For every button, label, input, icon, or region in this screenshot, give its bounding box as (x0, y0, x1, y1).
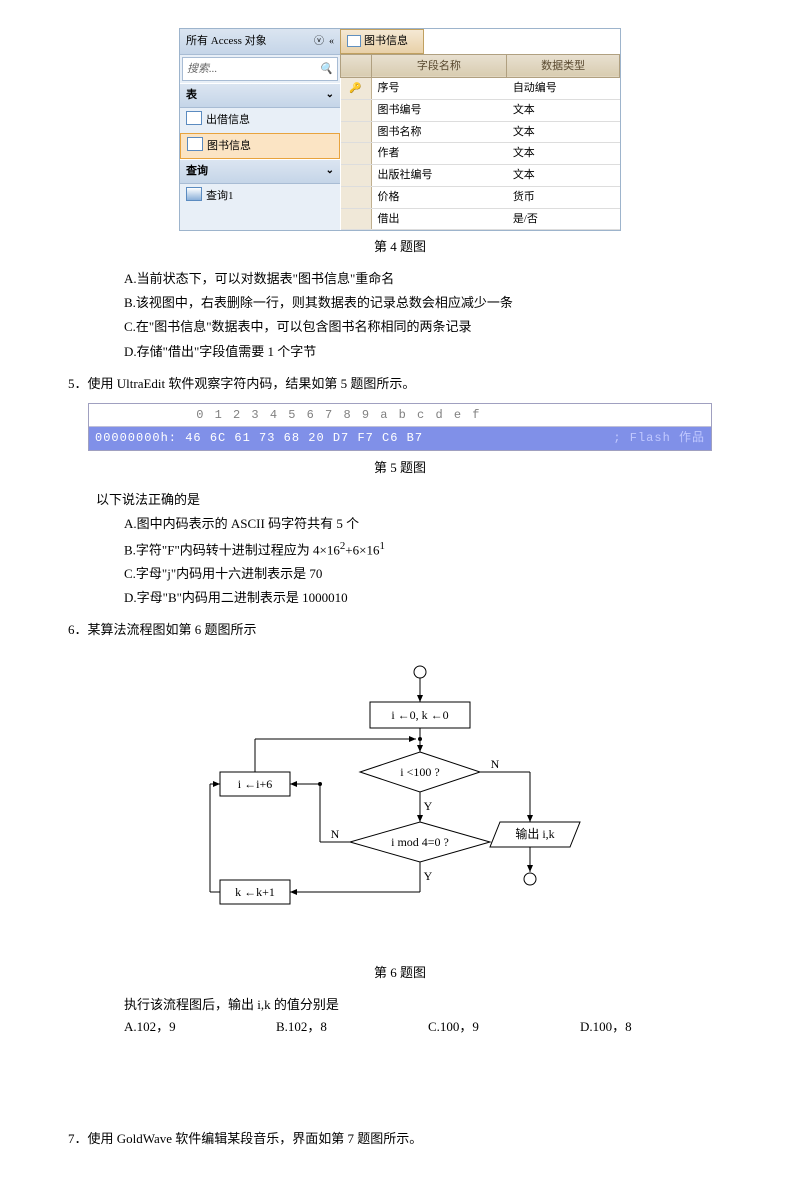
field-row[interactable]: 图书名称文本 (341, 121, 620, 143)
svg-text:i ←0, k ←0: i ←0, k ←0 (391, 707, 448, 721)
q4-opt-c: C.在"图书信息"数据表中，可以包含图书名称相同的两条记录 (124, 316, 732, 338)
nav-header: 所有 Access 对象 ⓥ « (180, 29, 340, 55)
nav-item-table-selected[interactable]: 图书信息 (180, 133, 340, 160)
field-row[interactable]: 出版社编号文本 (341, 165, 620, 187)
q6-caption: 第 6 题图 (68, 962, 732, 984)
nav-dropdown-icon[interactable]: ⓥ « (314, 33, 334, 50)
q5-options: 以下说法正确的是 A.图中内码表示的 ASCII 码字符共有 5 个 B.字符"… (68, 489, 732, 610)
group-tables[interactable]: 表 ⌄ (180, 83, 340, 108)
svg-text:k ←k+1: k ←k+1 (235, 884, 275, 898)
q5-caption: 第 5 题图 (68, 457, 732, 479)
svg-text:Y: Y (424, 868, 433, 882)
object-tab[interactable]: 图书信息 (340, 29, 424, 54)
search-icon: 🔍 (319, 60, 333, 79)
hex-addr: 00000000h: (95, 431, 177, 445)
nav-item-table[interactable]: 出借信息 (180, 108, 340, 133)
field-row[interactable]: 作者文本 (341, 143, 620, 165)
q6-lead: 执行该流程图后，输出 i,k 的值分别是 (68, 994, 732, 1016)
flowchart: i ←0, k ←0 i <100 ? N 输出 i,k Y i mod 4=0… (190, 657, 610, 957)
svg-text:i <100 ?: i <100 ? (400, 764, 439, 778)
q6-ans-d: D.100，8 (580, 1016, 732, 1038)
q5-opt-d: D.字母"B"内码用二进制表示是 1000010 (124, 587, 732, 609)
hex-bytes: 46 6C 61 73 68 20 D7 F7 C6 B7 (185, 431, 423, 445)
hex-ruler: 0 1 2 3 4 5 6 7 8 9 a b c d e f (89, 404, 711, 427)
q4-options: A.当前状态下，可以对数据表"图书信息"重命名 B.该视图中，右表删除一行，则其… (68, 268, 732, 362)
group-queries[interactable]: 查询 ⌄ (180, 159, 340, 184)
table-icon (187, 137, 203, 151)
primary-key-icon: 🔑 (349, 83, 361, 94)
q5-stem: 5．使用 UltraEdit 软件观察字符内码，结果如第 5 题图所示。 (68, 373, 732, 395)
nav-item-query[interactable]: 查询1 (180, 184, 340, 209)
q4-opt-d: D.存储"借出"字段值需要 1 个字节 (124, 341, 732, 363)
fields-table: 字段名称数据类型 🔑序号自动编号 图书编号文本 图书名称文本 作者文本 出版社编… (340, 54, 620, 231)
svg-text:N: N (491, 756, 500, 770)
q4-opt-b: B.该视图中，右表删除一行，则其数据表的记录总数会相应减少一条 (124, 292, 732, 314)
q5-opt-b: B.字符"F"内码转十进制过程应为 4×162+6×161 (124, 537, 732, 561)
hex-ascii: ; Flash 作品 (613, 428, 705, 448)
svg-text:输出 i,k: 输出 i,k (515, 825, 554, 840)
field-row[interactable]: 价格货币 (341, 186, 620, 208)
ultraedit-hex: 0 1 2 3 4 5 6 7 8 9 a b c d e f 00000000… (88, 403, 712, 451)
q4-caption: 第 4 题图 (68, 236, 732, 258)
row-selector-col (341, 54, 372, 78)
table-icon (186, 111, 202, 125)
q4-opt-a: A.当前状态下，可以对数据表"图书信息"重命名 (124, 268, 732, 290)
col-type: 数据类型 (507, 54, 620, 78)
svg-text:N: N (331, 826, 340, 840)
access-nav-pane: 所有 Access 对象 ⓥ « 搜索... 🔍 表 ⌄ 出借信息 图书信息 查… (180, 29, 340, 230)
q5-opt-a: A.图中内码表示的 ASCII 码字符共有 5 个 (124, 513, 732, 535)
search-placeholder: 搜索... (187, 60, 217, 79)
table-icon (347, 35, 361, 47)
field-row[interactable]: 🔑序号自动编号 (341, 78, 620, 100)
q6-stem: 6．某算法流程图如第 6 题图所示 (68, 619, 732, 641)
q6-ans-b: B.102，8 (276, 1016, 428, 1038)
nav-search[interactable]: 搜索... 🔍 (182, 57, 338, 82)
q6-ans-c: C.100，9 (428, 1016, 580, 1038)
hex-row: 00000000h: 46 6C 61 73 68 20 D7 F7 C6 B7… (89, 427, 711, 449)
q6-answers: A.102，9 B.102，8 C.100，9 D.100，8 (68, 1016, 732, 1038)
svg-text:Y: Y (424, 798, 433, 812)
collapse-icon: ⌄ (326, 86, 334, 105)
col-field: 字段名称 (371, 54, 507, 78)
field-row[interactable]: 借出是/否 (341, 208, 620, 230)
q6-ans-a: A.102，9 (124, 1016, 276, 1038)
query-icon (186, 187, 202, 201)
access-design-view: 图书信息 字段名称数据类型 🔑序号自动编号 图书编号文本 图书名称文本 作者文本… (340, 29, 620, 230)
nav-title: 所有 Access 对象 (186, 32, 267, 51)
svg-text:i mod 4=0 ?: i mod 4=0 ? (391, 834, 449, 848)
field-row[interactable]: 图书编号文本 (341, 100, 620, 122)
svg-text:i ←i+6: i ←i+6 (238, 776, 272, 790)
q5-lead: 以下说法正确的是 (96, 489, 732, 511)
access-screenshot: 所有 Access 对象 ⓥ « 搜索... 🔍 表 ⌄ 出借信息 图书信息 查… (179, 28, 621, 231)
collapse-icon: ⌄ (326, 162, 334, 181)
q5-opt-c: C.字母"j"内码用十六进制表示是 70 (124, 563, 732, 585)
q7-stem: 7．使用 GoldWave 软件编辑某段音乐，界面如第 7 题图所示。 (68, 1128, 732, 1150)
